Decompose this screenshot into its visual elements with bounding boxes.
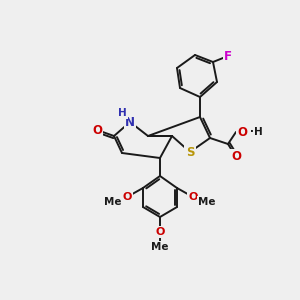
Text: O: O xyxy=(92,124,102,136)
Text: O: O xyxy=(231,151,241,164)
Text: O: O xyxy=(188,192,198,202)
Text: S: S xyxy=(186,146,194,158)
Text: ·H: ·H xyxy=(250,127,263,137)
Text: O: O xyxy=(155,227,165,237)
Text: O: O xyxy=(122,192,132,202)
Text: H: H xyxy=(118,108,126,118)
Text: Me: Me xyxy=(151,242,169,252)
Text: O: O xyxy=(237,125,247,139)
Text: N: N xyxy=(125,116,135,128)
Text: F: F xyxy=(224,50,232,62)
Text: Me: Me xyxy=(104,197,122,207)
Text: Me: Me xyxy=(198,197,216,207)
